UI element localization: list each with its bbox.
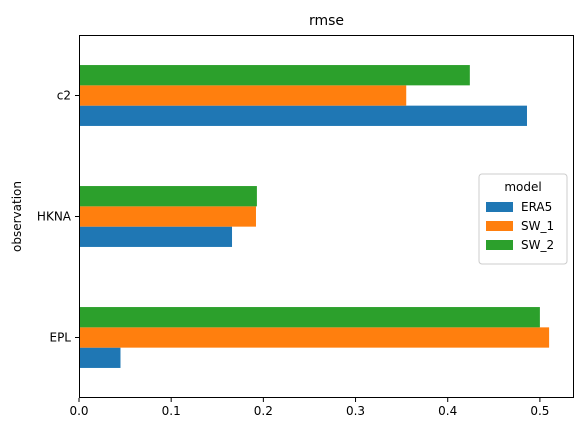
legend-swatch-sw_2 — [486, 240, 513, 250]
x-tick-label: 0.3 — [346, 404, 365, 418]
bar-sw_1-epl — [79, 327, 550, 348]
bar-era5-hkna — [79, 226, 233, 247]
x-tick-label: 0.0 — [69, 404, 88, 418]
y-axis-label: observation — [10, 181, 24, 252]
bar-sw_1-hkna — [79, 206, 256, 227]
y-tick-label: EPL — [49, 331, 71, 345]
y-tick-label: HKNA — [37, 210, 72, 224]
y-tick-label: c2 — [57, 89, 71, 103]
bar-era5-epl — [79, 347, 121, 368]
x-tick-label: 0.5 — [530, 404, 549, 418]
legend-swatch-era5 — [486, 202, 513, 212]
legend-label-era5: ERA5 — [521, 200, 552, 214]
legend-label-sw_1: SW_1 — [521, 219, 554, 233]
x-tick-label: 0.4 — [438, 404, 457, 418]
x-tick-label: 0.1 — [162, 404, 181, 418]
bar-era5-c2 — [79, 105, 527, 126]
legend-title: model — [504, 180, 541, 194]
bar-sw_2-hkna — [79, 186, 257, 207]
bar-sw_2-epl — [79, 307, 540, 328]
bar-sw_2-c2 — [79, 65, 470, 86]
legend-swatch-sw_1 — [486, 221, 513, 231]
chart-title: rmse — [309, 13, 344, 29]
x-axis-ticks: 0.0 0.1 0.2 0.3 0.4 0.5 — [69, 398, 549, 418]
legend: model ERA5 SW_1 SW_2 — [478, 173, 568, 265]
x-tick-label: 0.2 — [254, 404, 273, 418]
legend-label-sw_2: SW_2 — [521, 238, 554, 252]
bars-group — [79, 65, 550, 368]
axes-frame — [79, 35, 574, 398]
bar-sw_1-c2 — [79, 85, 407, 106]
y-axis-ticks: EPL HKNA c2 — [37, 89, 79, 345]
